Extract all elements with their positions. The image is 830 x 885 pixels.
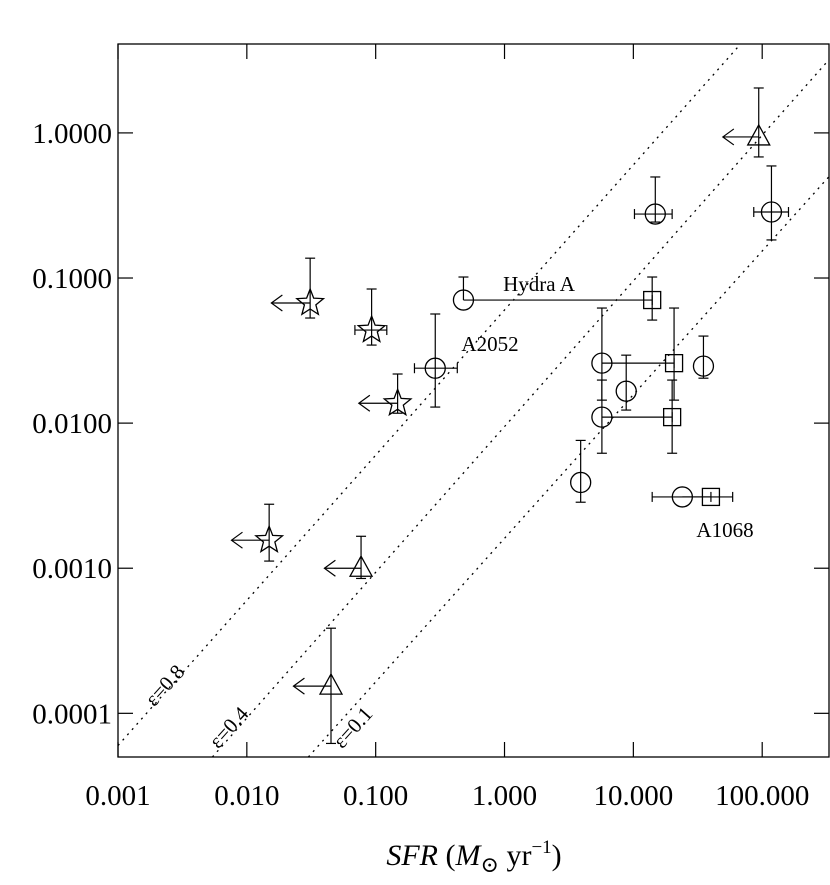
x-tick-label: 0.010 [214,780,279,812]
x-label-part: ⊙ [481,852,499,877]
triangle-marker [348,554,374,577]
annotation: A1068 [696,518,753,542]
x-axis-label: SFR (M⊙ yr−1) [386,837,561,877]
arrow-head [292,677,305,695]
efficiency-line [211,59,829,757]
arrow-head [270,294,283,312]
circle-marker [644,203,666,225]
x-tick-label: 100.000 [715,780,809,812]
arrow-head [230,531,243,549]
y-tick-label: 0.0010 [32,553,112,585]
efficiency-line [118,44,742,746]
star-marker [295,287,326,316]
y-tick-label: 1.0000 [32,118,112,150]
star-marker [254,524,285,553]
triangle-marker [746,123,771,146]
x-label-part: M [455,839,483,872]
reference-lines [118,44,829,757]
x-label-part: ( [438,839,456,872]
arrow-head [357,394,371,412]
x-tick-label: 10.000 [593,780,673,812]
efficiency-line [307,176,829,757]
circle-marker [692,355,715,377]
star-marker [382,387,413,417]
arrow-head [721,128,735,146]
x-tick-label: 1.000 [472,780,537,812]
circle-marker [615,380,637,402]
circle-marker [591,406,613,428]
plot-frame [117,43,830,758]
x-tick-label: 0.001 [85,780,150,812]
line-label: ε=0.8 [140,660,189,711]
x-label-part: yr [499,839,532,872]
circle-marker [424,357,446,379]
square-marker [664,353,684,373]
square-marker [662,407,682,427]
triangle-marker [318,672,344,695]
line-label: ε=0.1 [328,702,377,753]
square-marker [701,487,721,507]
circle-marker [452,289,475,311]
square-marker [643,290,662,310]
star-marker [356,314,387,343]
y-tick-label: 0.1000 [32,263,112,295]
x-label-part: −1 [531,837,551,858]
circle-marker [760,201,783,223]
x-label-part: ) [552,839,562,872]
annotation: Hydra A [503,272,576,296]
y-tick-label: 0.0001 [32,698,112,730]
circle-marker [591,352,613,374]
annotation: A2052 [461,332,518,356]
x-label-part: SFR [386,839,438,872]
y-tick-label: 0.0100 [32,408,112,440]
circle-marker [570,471,592,494]
x-tick-label: 0.100 [343,780,408,812]
arrow-head [323,559,336,577]
